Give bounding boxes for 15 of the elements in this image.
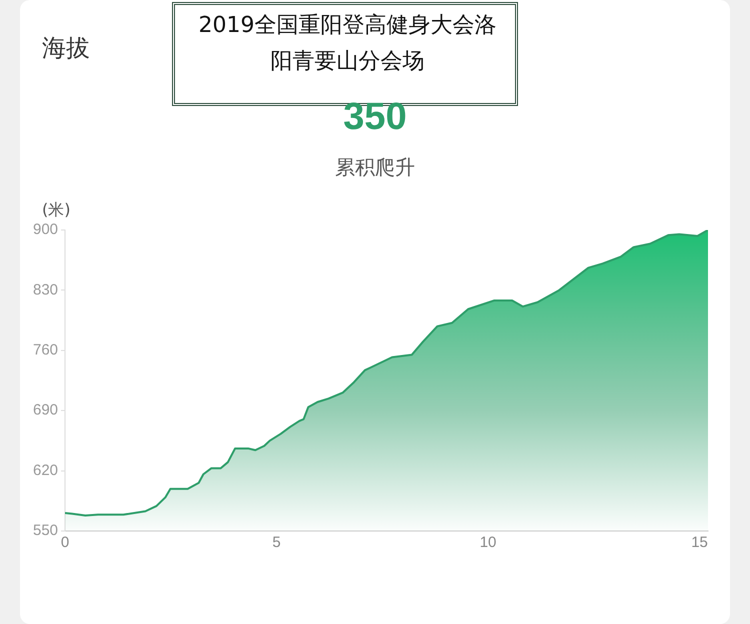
x-tick-label: 15	[691, 534, 708, 552]
y-tick-label: 690	[32, 402, 58, 419]
y-tick-label: 620	[32, 462, 58, 479]
y-axis-title: (米)	[42, 200, 70, 221]
x-tick-label: 5	[272, 534, 281, 552]
y-tick-label: 830	[32, 281, 58, 298]
y-tick-label: 550	[32, 522, 58, 540]
y-tick-label: 760	[32, 342, 58, 359]
text: 累积爬升	[334, 154, 416, 181]
y-tick-label: 900	[32, 221, 58, 238]
chart-title: 海拔	[42, 33, 90, 64]
x-tick-label: 10	[480, 534, 496, 552]
text: 350	[342, 96, 408, 139]
x-tick-label: 0	[60, 534, 70, 552]
chart-subtitle: 2019全国重阳登高健身大会洛阳青要山分会场	[198, 12, 498, 76]
